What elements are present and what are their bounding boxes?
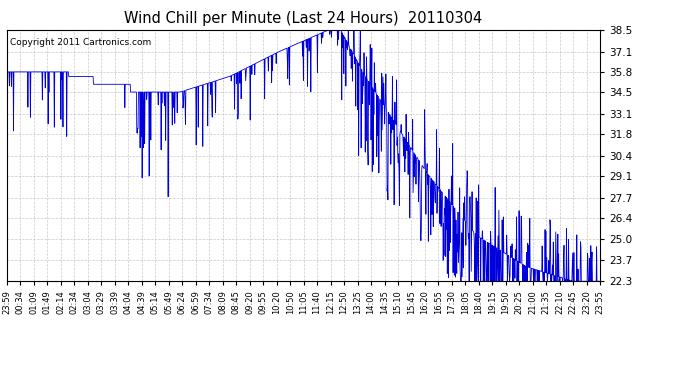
Title: Wind Chill per Minute (Last 24 Hours)  20110304: Wind Chill per Minute (Last 24 Hours) 20…: [124, 11, 483, 26]
Text: Copyright 2011 Cartronics.com: Copyright 2011 Cartronics.com: [10, 38, 151, 46]
